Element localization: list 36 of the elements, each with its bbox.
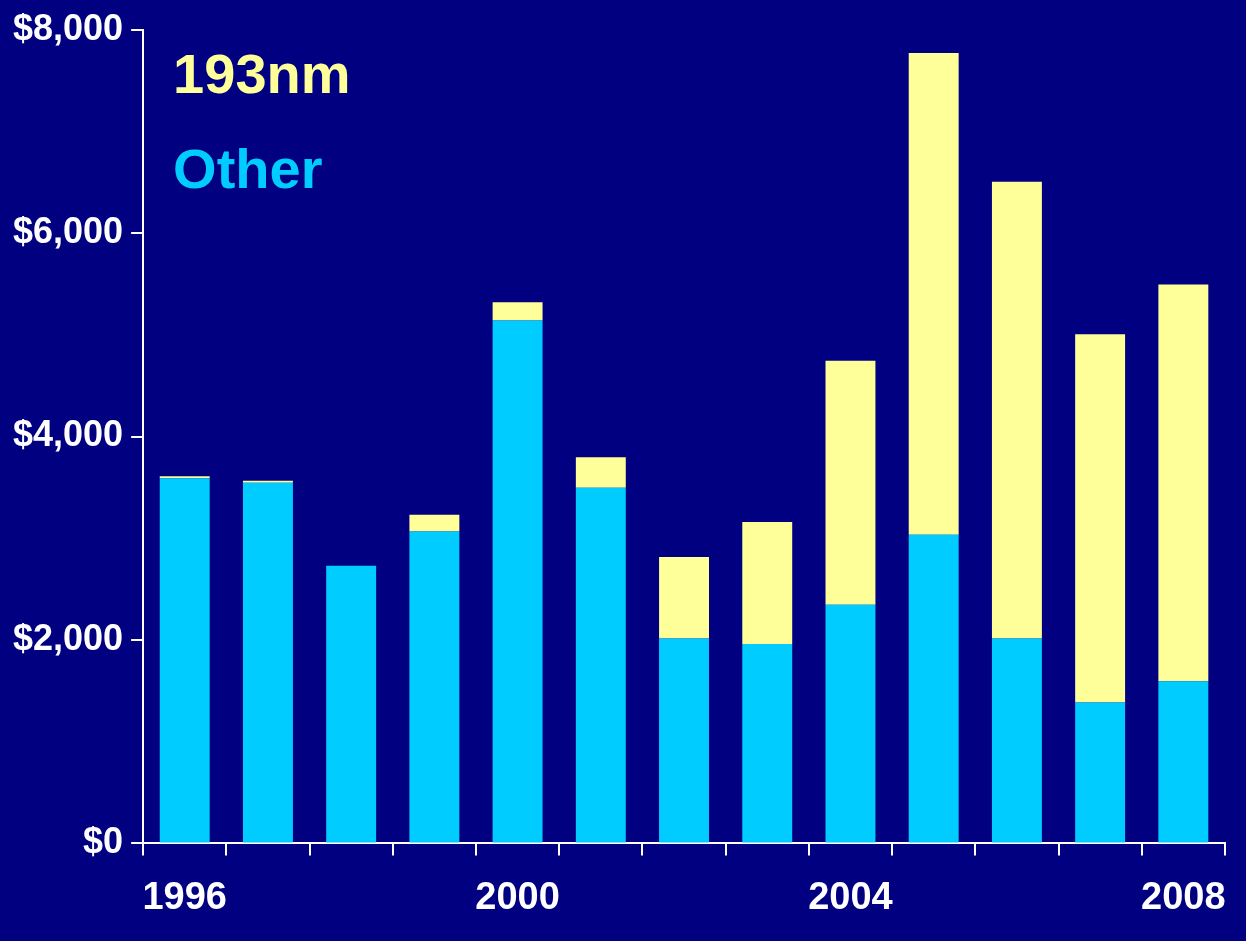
x-tick-label: 2000 <box>475 874 560 917</box>
bar <box>575 457 626 488</box>
y-tick-label: $6,000 <box>13 209 124 251</box>
bar <box>409 531 460 843</box>
bar <box>659 638 709 843</box>
bar <box>1075 334 1126 703</box>
bar <box>991 181 1042 639</box>
x-tick-label: 1996 <box>142 874 227 917</box>
x-tick-label: 2008 <box>1141 874 1226 917</box>
text: 193nm <box>173 42 351 106</box>
bar <box>326 565 377 843</box>
bar <box>159 476 210 479</box>
bar <box>991 638 1042 843</box>
bar <box>825 604 876 843</box>
bar <box>908 534 959 843</box>
bar <box>575 487 626 843</box>
bar <box>1158 284 1209 682</box>
bar <box>742 644 793 843</box>
bar <box>159 478 210 843</box>
bar <box>1075 702 1126 843</box>
bar <box>1158 681 1209 843</box>
bar <box>242 482 293 843</box>
y-tick-label: $8,000 <box>13 6 124 48</box>
y-tick-label: $0 <box>83 820 124 862</box>
bar <box>409 514 460 532</box>
bar <box>242 480 293 483</box>
bar <box>492 302 543 321</box>
text: Other <box>173 137 323 201</box>
x-tick-label: 2004 <box>808 874 893 917</box>
bar <box>825 360 876 605</box>
bar <box>742 521 793 645</box>
bar <box>908 53 959 535</box>
y-tick-label: $2,000 <box>13 616 124 658</box>
bar <box>492 320 543 843</box>
bar <box>659 557 709 639</box>
y-tick-label: $4,000 <box>13 413 124 455</box>
